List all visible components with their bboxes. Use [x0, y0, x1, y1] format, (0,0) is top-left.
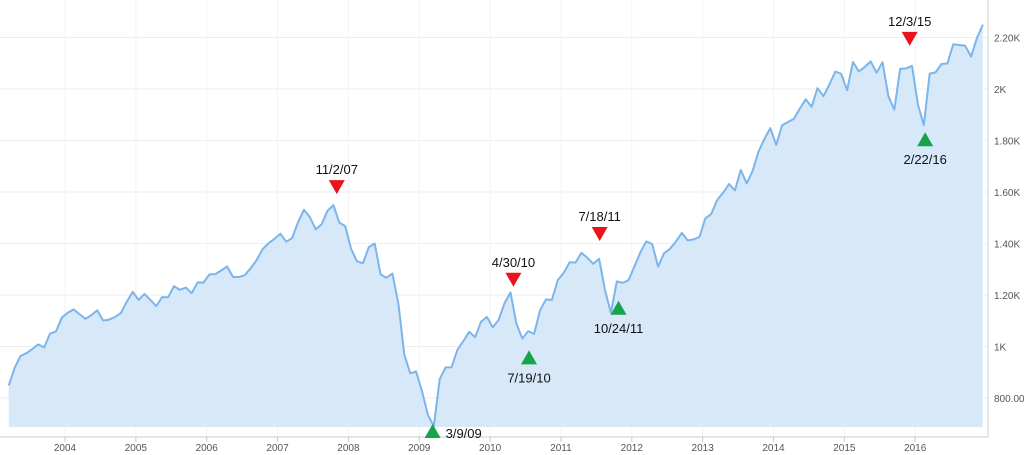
trough-marker-icon	[521, 350, 538, 365]
peak-label: 11/2/07	[316, 162, 358, 177]
peak-marker-icon	[505, 272, 522, 287]
y-tick-label: 1.40K	[994, 240, 1020, 251]
y-tick-label: 800.00	[994, 394, 1024, 405]
x-tick-label: 2014	[762, 443, 785, 454]
y-tick-label: 2K	[994, 85, 1007, 96]
peak-marker-icon	[901, 31, 918, 46]
x-tick-label: 2004	[54, 443, 77, 454]
trough-label: 2/22/16	[903, 152, 946, 167]
x-tick-label: 2016	[904, 443, 927, 454]
peak-label: 7/18/11	[578, 209, 620, 224]
y-tick-label: 1.80K	[994, 137, 1020, 148]
peak-marker-icon	[328, 180, 345, 195]
x-tick-label: 2013	[692, 443, 715, 454]
x-tick-label: 2007	[266, 443, 289, 454]
annotations: 11/2/07 3/9/09 4/30/10 7/19/10 7/18/11 10/24/…	[316, 14, 947, 441]
grid	[0, 0, 988, 437]
x-tick-label: 2008	[337, 443, 360, 454]
trough-label: 3/9/09	[446, 426, 482, 441]
series-line	[7, 24, 984, 428]
y-tick-label: 2.20K	[994, 34, 1020, 45]
trough-marker-icon	[917, 132, 934, 147]
x-axis: 2004 2005 2006 2007 2008 2009 2010 2011 2012 2013…	[54, 437, 927, 454]
area-fill	[8, 24, 983, 427]
y-tick-label: 1.20K	[994, 291, 1020, 302]
x-tick-label: 2010	[479, 443, 502, 454]
peak-marker-icon	[591, 227, 608, 242]
peak-label: 12/3/15	[888, 14, 931, 29]
y-tick-label: 1.60K	[994, 188, 1020, 199]
x-tick-label: 2011	[550, 443, 572, 454]
plot-area	[7, 24, 984, 428]
x-tick-label: 2005	[125, 443, 148, 454]
trough-marker-icon	[610, 300, 627, 315]
x-tick-label: 2015	[833, 443, 856, 454]
x-tick-label: 2006	[196, 443, 219, 454]
trough-marker-icon	[424, 424, 441, 438]
trough-label: 10/24/11	[594, 321, 644, 336]
y-axis: 800.00 1K 1.20K 1.40K 1.60K 1.80K 2K 2.20K	[994, 34, 1024, 406]
peak-label: 4/30/10	[492, 255, 535, 270]
trough-label: 7/19/10	[507, 370, 550, 385]
x-tick-label: 2009	[408, 443, 431, 454]
x-tick-label: 2012	[621, 443, 644, 454]
y-tick-label: 1K	[994, 343, 1007, 354]
